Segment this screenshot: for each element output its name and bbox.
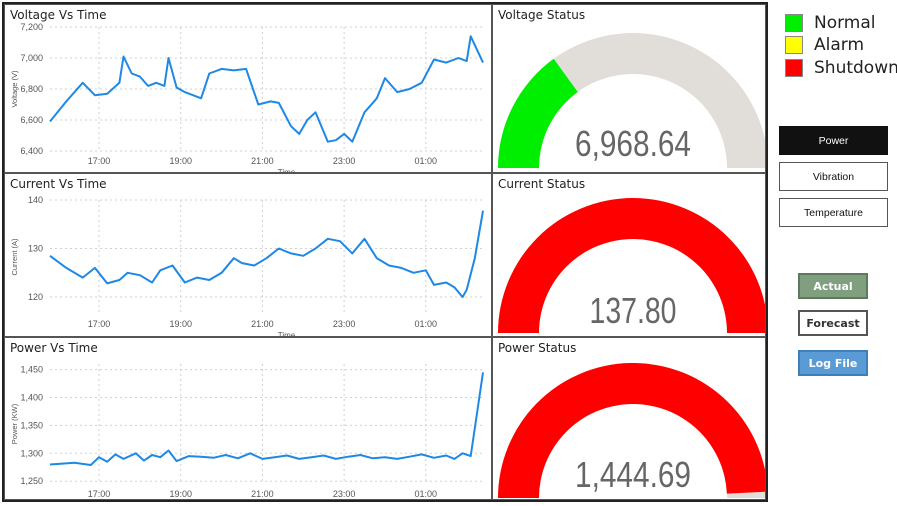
- log-file-button[interactable]: Log File: [798, 350, 868, 376]
- voltage-gauge: 6,968.64: [498, 33, 765, 168]
- y-tick-label: 1,300: [20, 448, 43, 458]
- y-tick-label: 120: [28, 292, 43, 302]
- y-tick-label: 6,600: [20, 115, 43, 125]
- voltage-gauge-value: 6,968.64: [575, 123, 691, 164]
- power-gauge: 1,444.69: [498, 363, 765, 498]
- legend-item-alarm: Alarm: [785, 35, 864, 55]
- y-tick-label: 1,400: [20, 392, 43, 402]
- x-tick-label: 21:00: [251, 489, 274, 499]
- power-gauge-fill: [498, 363, 765, 498]
- power-line-chart: 1,250 1,300 1,350 1,400 1,450 17:00 19:00 21:00…: [10, 364, 484, 499]
- y-tick-label: 6,400: [20, 146, 43, 156]
- x-tick-label: 23:00: [333, 319, 356, 329]
- x-tick-label: 17:00: [88, 489, 111, 499]
- y-tick-label: 1,250: [20, 476, 43, 486]
- x-tick-label: 01:00: [415, 489, 438, 499]
- legend-label-normal: Normal: [814, 13, 876, 33]
- voltage-status-title: Voltage Status: [498, 8, 586, 22]
- y-tick-label: 130: [28, 244, 43, 254]
- y-tick-label: 140: [28, 195, 43, 205]
- actual-button[interactable]: Actual: [798, 273, 868, 299]
- current-chart-panel: Current Vs Time 120 130 140 17:00 19:00 21:00…: [4, 173, 492, 337]
- current-gauge-value: 137.80: [590, 290, 677, 331]
- x-tick-label: 01:00: [415, 319, 438, 329]
- x-tick-label: 17:00: [88, 319, 111, 329]
- power-gauge-value: 1,444.69: [575, 454, 691, 495]
- voltage-status-panel: Voltage Status 6,968.64: [492, 4, 766, 173]
- dashboard-frame: Voltage Vs Time 6,400 6,600 6,800 7,000 7,20…: [2, 2, 768, 502]
- voltage-series-line: [49, 35, 484, 143]
- legend-label-shutdown: Shutdown: [814, 58, 897, 78]
- current-status-panel: Current Status 137.80: [492, 173, 766, 337]
- power-chart-title: Power Vs Time: [10, 341, 98, 355]
- legend-swatch-normal: [785, 14, 803, 32]
- x-tick-label: 21:00: [251, 319, 274, 329]
- y-tick-label: 1,450: [20, 365, 43, 375]
- current-chart-title: Current Vs Time: [10, 177, 107, 191]
- current-status-title: Current Status: [498, 177, 586, 191]
- x-tick-label: 01:00: [415, 156, 438, 166]
- voltage-chart-panel: Voltage Vs Time 6,400 6,600 6,800 7,000 7,20…: [4, 4, 492, 173]
- tab-temperature[interactable]: Temperature: [779, 198, 888, 227]
- x-axis-label: Time: [278, 331, 296, 337]
- legend-item-normal: Normal: [785, 13, 876, 33]
- legend-item-shutdown: Shutdown: [785, 58, 897, 78]
- y-tick-label: 7,000: [20, 53, 43, 63]
- power-chart-panel: Power Vs Time 1,250 1,300 1,350 1,400 1,450 1…: [4, 337, 492, 500]
- power-status-panel: Power Status 1,444.69: [492, 337, 766, 500]
- x-tick-label: 23:00: [333, 156, 356, 166]
- y-axis-label: Voltage (V): [10, 70, 19, 108]
- x-tick-label: 19:00: [169, 319, 192, 329]
- y-tick-label: 7,200: [20, 22, 43, 32]
- power-status-title: Power Status: [498, 341, 577, 355]
- power-series-line: [49, 372, 484, 466]
- y-axis-label: Power (KW): [10, 403, 19, 444]
- voltage-gauge-fill: [498, 58, 578, 168]
- x-tick-label: 19:00: [169, 489, 192, 499]
- x-tick-label: 17:00: [88, 156, 111, 166]
- legend-label-alarm: Alarm: [814, 35, 865, 55]
- y-tick-label: 1,350: [20, 420, 43, 430]
- y-axis-label: Current (A): [10, 238, 19, 276]
- x-axis-label: Time: [278, 168, 296, 173]
- legend-swatch-shutdown: [785, 59, 803, 77]
- tab-power[interactable]: Power: [779, 126, 888, 155]
- current-line-chart: 120 130 140 17:00 19:00 21:00 23:00 01:00 Time Cu…: [10, 195, 484, 337]
- voltage-chart-title: Voltage Vs Time: [10, 8, 107, 22]
- current-series-line: [49, 210, 484, 298]
- legend-swatch-alarm: [785, 36, 803, 54]
- current-gauge: 137.80: [498, 198, 765, 333]
- voltage-gauge-track: [498, 33, 765, 168]
- current-gauge-fill: [498, 198, 765, 333]
- x-tick-label: 21:00: [251, 156, 274, 166]
- x-tick-label: 19:00: [169, 156, 192, 166]
- x-tick-label: 23:00: [333, 489, 356, 499]
- voltage-line-chart: 6,400 6,600 6,800 7,000 7,200 17:00 19:00 21:00…: [10, 22, 484, 173]
- forecast-button[interactable]: Forecast: [798, 310, 868, 336]
- tab-vibration[interactable]: Vibration: [779, 162, 888, 191]
- y-tick-label: 6,800: [20, 84, 43, 94]
